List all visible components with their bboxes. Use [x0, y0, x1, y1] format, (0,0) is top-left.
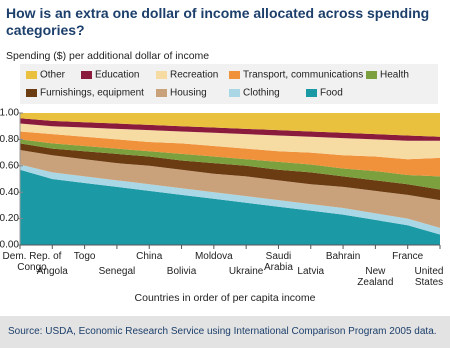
x-tick-label: Moldova: [194, 251, 233, 262]
legend-swatch: [156, 71, 167, 79]
y-tick-label: 0.80: [0, 134, 19, 145]
x-tick-label: Saudi Arabia: [264, 251, 293, 273]
legend-label: Other: [40, 70, 66, 81]
legend-swatch: [156, 89, 167, 97]
area: [20, 143, 440, 201]
x-tick-label: New Zealand: [357, 266, 394, 288]
x-tick-label: Dem. Rep. of Congo: [2, 251, 62, 273]
area: [20, 123, 440, 160]
area: [20, 164, 440, 235]
legend-box: [20, 64, 438, 104]
y-tick-label: 0.00: [0, 240, 19, 251]
legend-swatch: [366, 71, 377, 79]
x-tick-label: Bahrain: [325, 251, 361, 262]
legend-label: Health: [380, 70, 409, 81]
x-tick-label: Bolivia: [166, 266, 197, 277]
legend-swatch: [26, 71, 37, 79]
area: [20, 118, 440, 141]
legend-label: Transport, communications: [243, 70, 363, 81]
legend-swatch: [26, 89, 37, 97]
y-tick-label: 0.40: [0, 187, 19, 198]
x-tick-label: Ukraine: [228, 266, 264, 277]
y-tick-label: 0.60: [0, 160, 19, 171]
area: [20, 149, 440, 228]
area: [20, 169, 440, 245]
area: [20, 131, 440, 177]
legend-label: Education: [95, 70, 139, 81]
legend-label: Housing: [170, 88, 207, 99]
source-note: Source: USDA, Economic Research Service …: [0, 316, 450, 348]
legend-label: Clothing: [243, 88, 280, 99]
legend-swatch: [229, 89, 240, 97]
x-tick-label: Togo: [73, 251, 96, 262]
legend-label: Food: [320, 88, 343, 99]
x-axis-label: Countries in order of per capita income: [134, 292, 316, 304]
y-axis-label: Spending ($) per additional dollar of in…: [6, 50, 210, 62]
legend-swatch: [229, 71, 240, 79]
area: [20, 139, 440, 190]
y-tick-label: 1.00: [0, 108, 19, 119]
area: [20, 113, 440, 137]
x-tick-label: Senegal: [98, 266, 136, 277]
x-tick-label: United States: [414, 266, 444, 288]
legend-label: Recreation: [170, 70, 218, 81]
x-tick-label: Latvia: [297, 266, 325, 277]
y-tick-label: 0.20: [0, 213, 19, 224]
legend-swatch: [81, 71, 92, 79]
x-tick-label: Angola: [36, 266, 68, 277]
x-tick-label: China: [136, 251, 163, 262]
legend-label: Furnishings, equipment: [40, 88, 144, 99]
chart-title: How is an extra one dollar of income all…: [6, 5, 430, 38]
legend-swatch: [306, 89, 317, 97]
x-tick-label: France: [392, 251, 424, 262]
